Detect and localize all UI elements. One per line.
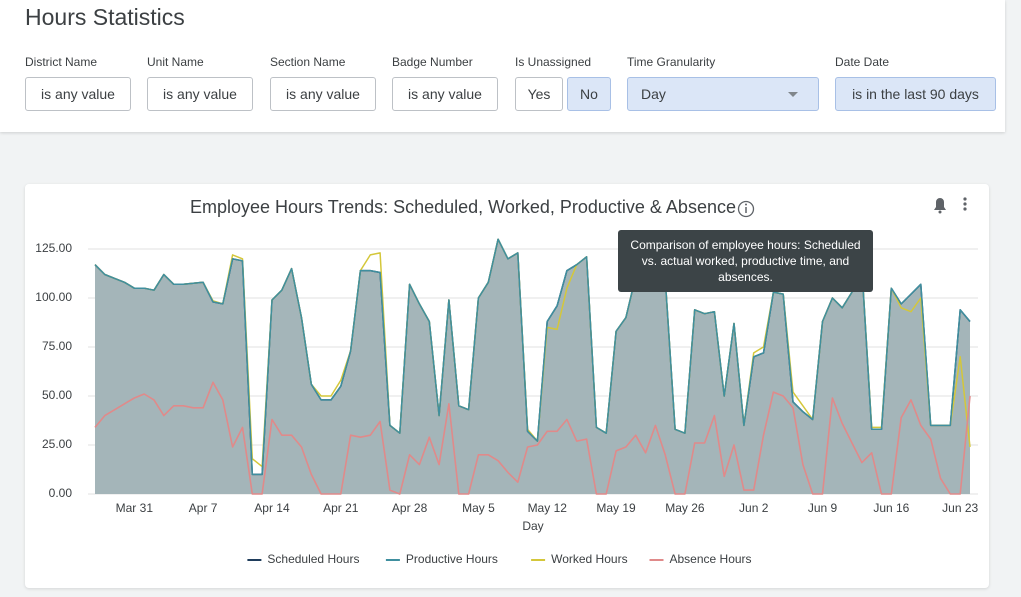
alert-icon[interactable] xyxy=(934,198,946,214)
dropdown-arrow xyxy=(788,92,798,97)
filter-label: Time Granularity xyxy=(627,55,716,69)
info-icon[interactable] xyxy=(737,200,755,218)
filter-panel: Hours Statistics District Name is any va… xyxy=(0,0,1005,132)
filter-input[interactable]: is any value xyxy=(25,77,131,111)
page-title: Hours Statistics xyxy=(25,4,185,30)
x-tick-label: May 26 xyxy=(665,501,705,515)
x-tick-label: May 5 xyxy=(462,501,495,515)
filter-label: Is Unassigned xyxy=(515,55,592,69)
x-tick-label: Apr 21 xyxy=(323,501,359,515)
series-line xyxy=(94,238,971,476)
filter-label: Badge Number xyxy=(392,55,473,69)
filter-input[interactable]: is any value xyxy=(147,77,253,111)
series-area xyxy=(95,239,970,494)
x-tick-label: Mar 31 xyxy=(116,501,154,515)
y-tick-label: 25.00 xyxy=(42,437,72,451)
y-tick-label: 75.00 xyxy=(42,339,72,353)
series-line xyxy=(94,381,971,495)
legend-label: Scheduled Hours xyxy=(267,552,359,566)
x-axis-title: Day xyxy=(522,519,543,533)
dropdown[interactable]: Day xyxy=(627,77,819,111)
chart-title: Employee Hours Trends: Scheduled, Worked… xyxy=(190,197,736,217)
filter-input[interactable]: is any value xyxy=(392,77,498,111)
filter-label: District Name xyxy=(25,55,98,69)
x-tick-label: Jun 16 xyxy=(873,501,909,515)
x-tick-label: May 12 xyxy=(528,501,568,515)
legend-label: Worked Hours xyxy=(551,552,627,566)
dropdown-value: Day xyxy=(641,86,666,102)
x-tick-label: Jun 23 xyxy=(942,501,978,515)
filter-label: Unit Name xyxy=(147,55,204,69)
tooltip: Comparison of employee hours: Scheduled … xyxy=(618,230,873,292)
legend-label: Productive Hours xyxy=(406,552,498,566)
x-tick-label: Apr 14 xyxy=(254,501,290,515)
y-tick-label: 0.00 xyxy=(49,486,73,500)
filter-label: Date Date xyxy=(835,55,890,69)
x-tick-label: Apr 7 xyxy=(189,501,218,515)
x-tick-label: Jun 2 xyxy=(739,501,769,515)
menu-icon[interactable] xyxy=(963,197,967,211)
y-tick-label: 50.00 xyxy=(42,388,72,402)
toggle-option[interactable]: Yes xyxy=(515,77,563,111)
x-tick-label: Jun 9 xyxy=(808,501,838,515)
y-tick-label: 100.00 xyxy=(35,290,72,304)
toggle-option[interactable]: No xyxy=(567,77,611,111)
filter-input[interactable]: is any value xyxy=(270,77,376,111)
filter-input[interactable]: is in the last 90 days xyxy=(835,77,996,111)
legend-label: Absence Hours xyxy=(670,552,752,566)
x-tick-label: Apr 28 xyxy=(392,501,428,515)
x-tick-label: May 19 xyxy=(596,501,636,515)
y-tick-label: 125.00 xyxy=(35,241,72,255)
filter-label: Section Name xyxy=(270,55,346,69)
